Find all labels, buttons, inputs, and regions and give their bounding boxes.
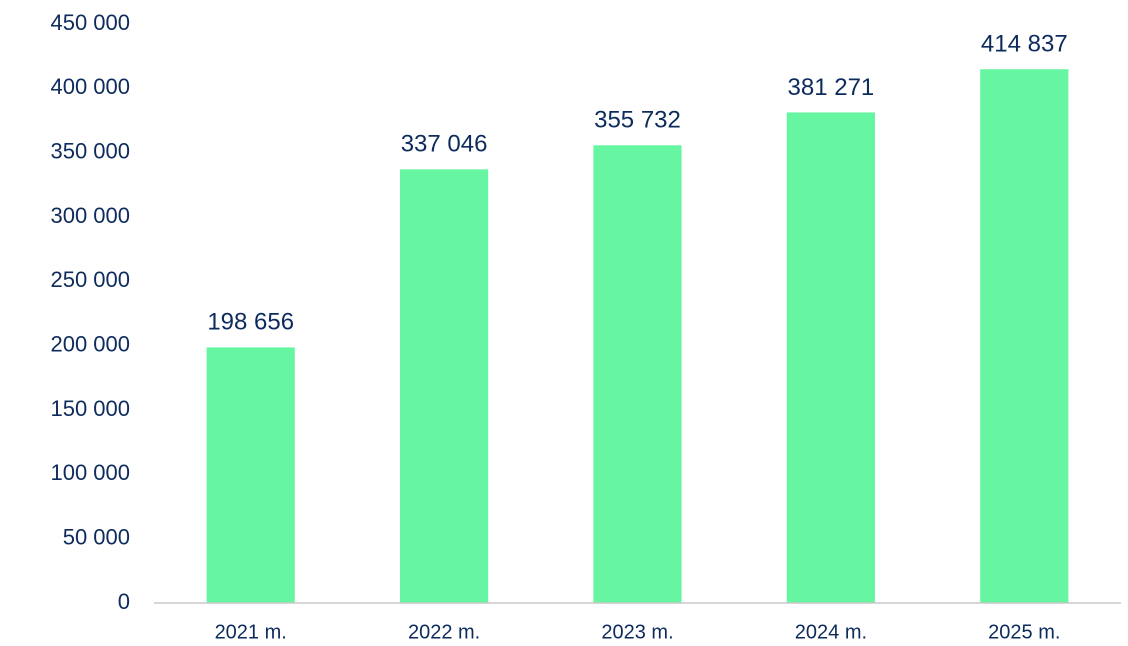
- y-tick-label: 250 000: [50, 267, 130, 292]
- value-label: 355 732: [594, 107, 681, 134]
- value-label: 337 046: [401, 131, 488, 158]
- x-tick-label: 2021 m.: [215, 621, 287, 643]
- value-label: 198 656: [207, 309, 294, 336]
- y-tick-label: 50 000: [63, 524, 130, 549]
- y-tick-label: 450 000: [50, 10, 130, 35]
- x-tick-label: 2022 m.: [408, 621, 480, 643]
- y-tick-label: 0: [118, 589, 130, 614]
- x-tick-label: 2025 m.: [988, 621, 1060, 643]
- y-tick-label: 300 000: [50, 203, 130, 228]
- y-tick-label: 150 000: [50, 396, 130, 421]
- x-tick-label: 2024 m.: [795, 621, 867, 643]
- bar: [980, 69, 1069, 604]
- y-tick-label: 200 000: [50, 331, 130, 356]
- y-tick-label: 350 000: [50, 138, 130, 163]
- y-tick-label: 100 000: [50, 460, 130, 485]
- value-label: 381 271: [788, 74, 875, 101]
- bar: [593, 145, 682, 603]
- bar: [786, 112, 875, 604]
- y-tick-label: 400 000: [50, 74, 130, 99]
- x-tick-label: 2023 m.: [601, 621, 673, 643]
- value-label: 414 837: [981, 31, 1068, 58]
- bar: [400, 169, 489, 603]
- bar: [206, 347, 295, 603]
